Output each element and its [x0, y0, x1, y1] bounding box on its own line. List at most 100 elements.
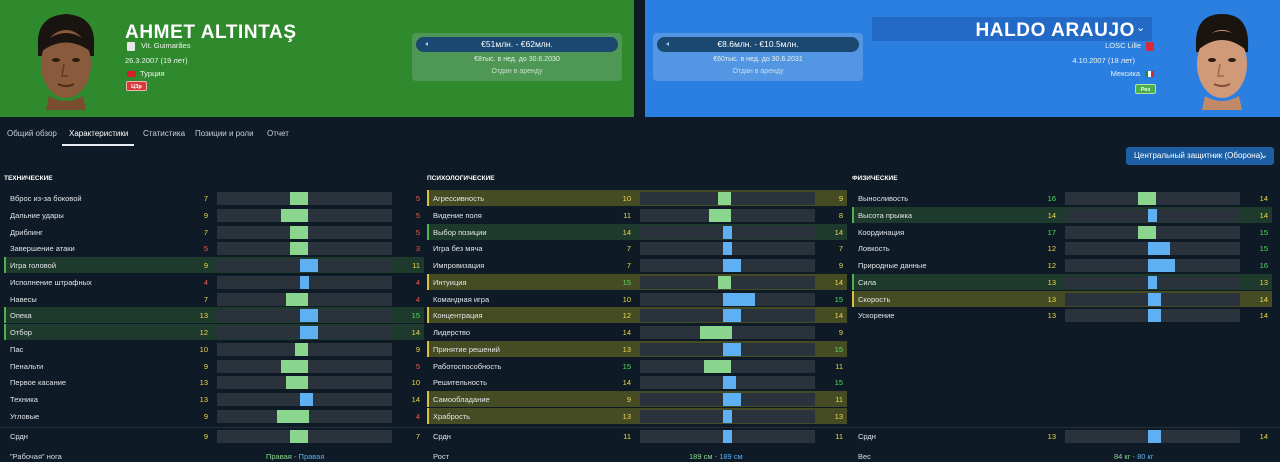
- section-title: ФИЗИЧЕСКИЕ: [852, 175, 898, 182]
- role-select[interactable]: Центральный защитник (Оборона) ⌄: [1126, 147, 1274, 165]
- right-player-club[interactable]: LOSC Lille: [1105, 41, 1154, 51]
- right-value-bar: [722, 242, 732, 256]
- left-status: Отдан в аренду: [491, 68, 543, 75]
- attribute-row[interactable]: Самообладание 9 11: [427, 391, 847, 407]
- attribute-row[interactable]: Концентрация 12 14: [427, 307, 847, 324]
- right-player-nation-name: Мексика: [1110, 69, 1140, 78]
- left-player-header: AHMET ALTINTAŞ Vit. Guimarães 26.3.2007 …: [0, 0, 634, 117]
- left-value: 7: [626, 261, 631, 270]
- tab-attributes[interactable]: Характеристики: [69, 129, 129, 138]
- footer-values: 84 кг - 80 кг: [1114, 452, 1154, 461]
- attribute-row[interactable]: Видение поля 11 8: [427, 207, 847, 223]
- left-value: 9: [203, 210, 208, 220]
- player-select-dropdown[interactable]: [872, 17, 1152, 41]
- left-value-card: €51млн. - €62млн. €8тыс. в нед. до 30.6.…: [412, 33, 622, 81]
- attribute-row[interactable]: Игра головой 9 11: [4, 257, 424, 273]
- attribute-row[interactable]: Ловкость 12 15: [852, 240, 1272, 256]
- attribute-row[interactable]: Импровизация 7 9: [427, 257, 847, 273]
- comparison-bar: [217, 430, 392, 443]
- attribute-name: Выбор позиции: [433, 227, 487, 237]
- left-player-club[interactable]: Vit. Guimarães: [127, 41, 190, 51]
- left-value: 5: [203, 244, 208, 254]
- left-value: 14: [1047, 210, 1056, 220]
- left-value-bar: [290, 192, 309, 205]
- attribute-row[interactable]: Храбрость 13 13: [427, 407, 847, 424]
- chevron-down-icon[interactable]: ⌄: [1136, 22, 1146, 34]
- attribute-row[interactable]: Навесы 7 4: [4, 291, 424, 307]
- attribute-row[interactable]: Решительность 14 15: [427, 374, 847, 390]
- attribute-row[interactable]: Принятие решений 13 15: [427, 340, 847, 357]
- comparison-bar: [1065, 225, 1240, 239]
- average-row[interactable]: Срдн 11 11: [427, 428, 847, 444]
- right-value-bar: [722, 393, 741, 406]
- attribute-row[interactable]: Работоспособность 15 11: [427, 358, 847, 374]
- comparison-bar: [640, 309, 815, 323]
- left-value: 12: [622, 311, 631, 321]
- mexico-flag-icon: [1145, 71, 1154, 78]
- tab-overview[interactable]: Общий обзор: [7, 129, 57, 138]
- attribute-row[interactable]: Техника 13 14: [4, 391, 424, 407]
- attribute-row[interactable]: Природные данные 12 16: [852, 257, 1272, 273]
- attribute-row[interactable]: Агрессивность 10 9: [427, 190, 847, 206]
- comparison-bar: [217, 376, 392, 390]
- attribute-row[interactable]: Дальние удары 9 5: [4, 207, 424, 223]
- right-value: 15: [834, 378, 843, 388]
- left-value: 15: [622, 361, 631, 371]
- attribute-row[interactable]: Координация 17 15: [852, 224, 1272, 240]
- right-position-badge: Рез: [1135, 84, 1156, 94]
- comparison-bar: [1065, 275, 1240, 289]
- right-value: 9: [838, 328, 843, 337]
- attribute-row[interactable]: Завершение атаки 5 3: [4, 240, 424, 256]
- average-row[interactable]: Срдн 13 14: [852, 428, 1272, 444]
- attribute-row[interactable]: Игра без мяча 7 7: [427, 240, 847, 256]
- attribute-row[interactable]: Вброс из-за боковой 7 5: [4, 190, 424, 206]
- left-player-name: AHMET ALTINTAŞ: [125, 22, 297, 43]
- attribute-row[interactable]: Командная игра 10 15: [427, 291, 847, 307]
- attribute-row[interactable]: Угловые 9 4: [4, 408, 424, 424]
- attribute-name: Сила: [858, 277, 877, 287]
- tab-statistics[interactable]: Статистика: [143, 129, 186, 138]
- attribute-row[interactable]: Лидерство 14 9: [427, 324, 847, 340]
- comparison-bar: [1065, 292, 1240, 306]
- left-value-bar: [1138, 225, 1157, 239]
- right-player-nation[interactable]: Мексика: [1111, 69, 1154, 79]
- attribute-row[interactable]: Пенальти 9 5: [4, 358, 424, 374]
- attribute-row[interactable]: Отбор 12 14: [4, 324, 424, 340]
- left-value: 14: [622, 378, 631, 388]
- comparison-bar: [1065, 430, 1240, 443]
- left-value: 15: [622, 277, 631, 287]
- attribute-name: Срдн: [858, 432, 876, 441]
- attribute-row[interactable]: Интуиция 15 14: [427, 273, 847, 290]
- attribute-name: Опека: [10, 311, 32, 321]
- attribute-row[interactable]: Выносливость 16 14: [852, 190, 1272, 206]
- left-player-nation[interactable]: Турция: [127, 69, 165, 79]
- attribute-name: Угловые: [10, 411, 40, 421]
- right-value: 14: [834, 227, 843, 237]
- attribute-row[interactable]: Высота прыжка 14 14: [852, 206, 1272, 223]
- average-row[interactable]: Срдн 9 7: [4, 428, 424, 444]
- comparison-bar: [217, 309, 392, 323]
- attribute-name: Агрессивность: [433, 194, 485, 203]
- right-value: 14: [834, 311, 843, 321]
- comparison-bar: [640, 393, 815, 406]
- attribute-name: Игра головой: [10, 261, 57, 270]
- footer-left-value: Правая: [266, 452, 292, 461]
- attribute-row[interactable]: Первое касание 13 10: [4, 374, 424, 390]
- attribute-row[interactable]: Ускорение 13 14: [852, 307, 1272, 323]
- attribute-row[interactable]: Выбор позиции 14 14: [427, 223, 847, 240]
- comparison-bar: [217, 208, 392, 222]
- tab-report[interactable]: Отчет: [267, 129, 289, 138]
- attribute-name: Техника: [10, 395, 38, 404]
- attribute-row[interactable]: Сила 13 13: [852, 273, 1272, 290]
- comparison-bar: [1065, 309, 1240, 323]
- footer-values: Правая - Правая: [266, 452, 324, 461]
- attribute-row[interactable]: Опека 13 15: [4, 307, 424, 324]
- left-value: 13: [1047, 311, 1056, 321]
- attribute-row[interactable]: Скорость 13 14: [852, 290, 1272, 307]
- attribute-row[interactable]: Дриблинг 7 5: [4, 224, 424, 240]
- comparison-bar: [217, 342, 392, 356]
- attribute-row[interactable]: Исполнение штрафных 4 4: [4, 274, 424, 290]
- attribute-row[interactable]: Пас 10 9: [4, 341, 424, 357]
- right-value: 15: [1259, 244, 1268, 254]
- tab-positions-roles[interactable]: Позиции и роли: [195, 129, 254, 138]
